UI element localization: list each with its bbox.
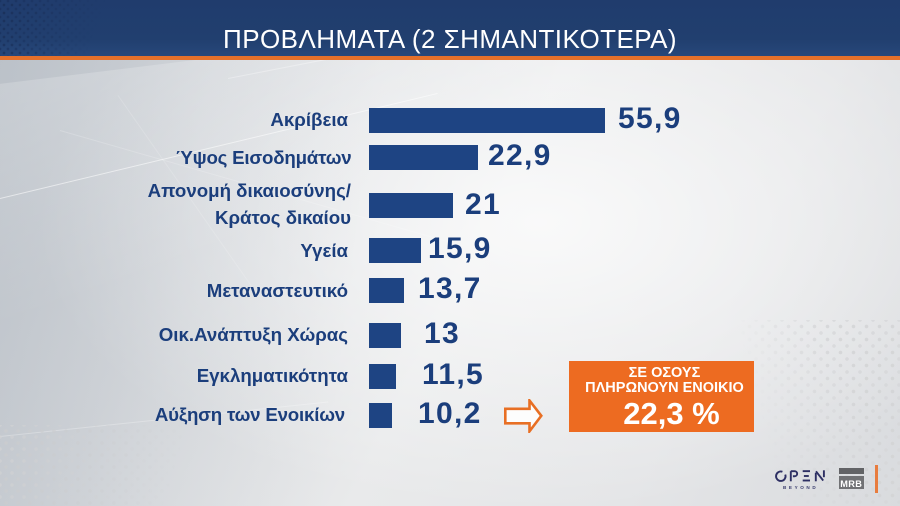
svg-text:BEYOND: BEYOND [783, 485, 818, 490]
